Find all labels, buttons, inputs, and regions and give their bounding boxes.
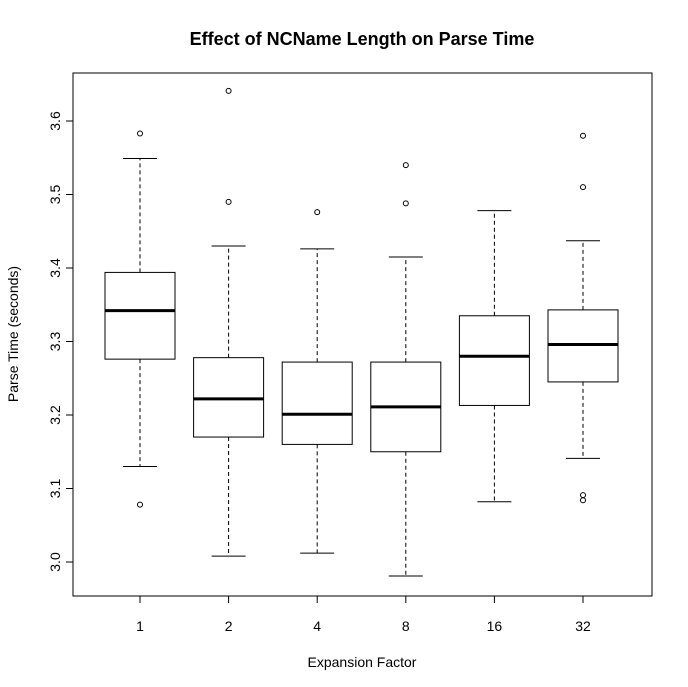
y-tick-label: 3.6 bbox=[47, 111, 63, 131]
x-tick-label: 16 bbox=[487, 618, 503, 634]
boxes-layer bbox=[104, 87, 619, 577]
outlier-point bbox=[580, 492, 586, 499]
outlier-point bbox=[137, 130, 143, 137]
outlier-point bbox=[402, 200, 409, 207]
x-axis: 1 2 4 8 16 32 bbox=[136, 595, 591, 634]
y-tick-label: 3.4 bbox=[47, 258, 63, 278]
box-group-32 bbox=[547, 132, 619, 504]
y-tick-label: 3.5 bbox=[47, 185, 63, 205]
iqr-box bbox=[104, 271, 176, 360]
x-tick-label: 2 bbox=[225, 618, 233, 634]
outlier-point bbox=[225, 198, 232, 205]
x-tick-label: 1 bbox=[136, 618, 144, 634]
x-tick-label: 4 bbox=[313, 618, 321, 634]
x-tick-label: 32 bbox=[575, 618, 591, 634]
outlier-point bbox=[137, 501, 143, 508]
box-group-4 bbox=[281, 209, 353, 554]
box-group-16 bbox=[458, 210, 530, 503]
box-group-2 bbox=[193, 87, 265, 557]
outlier-point bbox=[580, 497, 586, 504]
box-group-1 bbox=[104, 130, 176, 508]
outlier-point bbox=[580, 132, 586, 139]
outlier-point bbox=[580, 184, 586, 191]
y-axis-label: Parse Time (seconds) bbox=[5, 266, 21, 402]
outlier-point bbox=[314, 209, 321, 216]
iqr-box bbox=[281, 361, 353, 445]
y-tick-label: 3.0 bbox=[47, 552, 63, 572]
outlier-point bbox=[402, 162, 409, 169]
y-axis: 3.0 3.1 3.2 3.3 3.4 3.5 3.6 bbox=[47, 111, 74, 572]
x-axis-label: Expansion Factor bbox=[308, 654, 417, 670]
x-tick-label: 8 bbox=[402, 618, 410, 634]
chart-title: Effect of NCName Length on Parse Time bbox=[190, 29, 535, 49]
y-tick-label: 3.2 bbox=[47, 405, 63, 425]
outlier-point bbox=[225, 87, 232, 94]
iqr-box bbox=[458, 315, 530, 406]
y-tick-label: 3.1 bbox=[47, 479, 63, 499]
y-tick-label: 3.3 bbox=[47, 332, 63, 352]
box-group-8 bbox=[370, 162, 442, 577]
